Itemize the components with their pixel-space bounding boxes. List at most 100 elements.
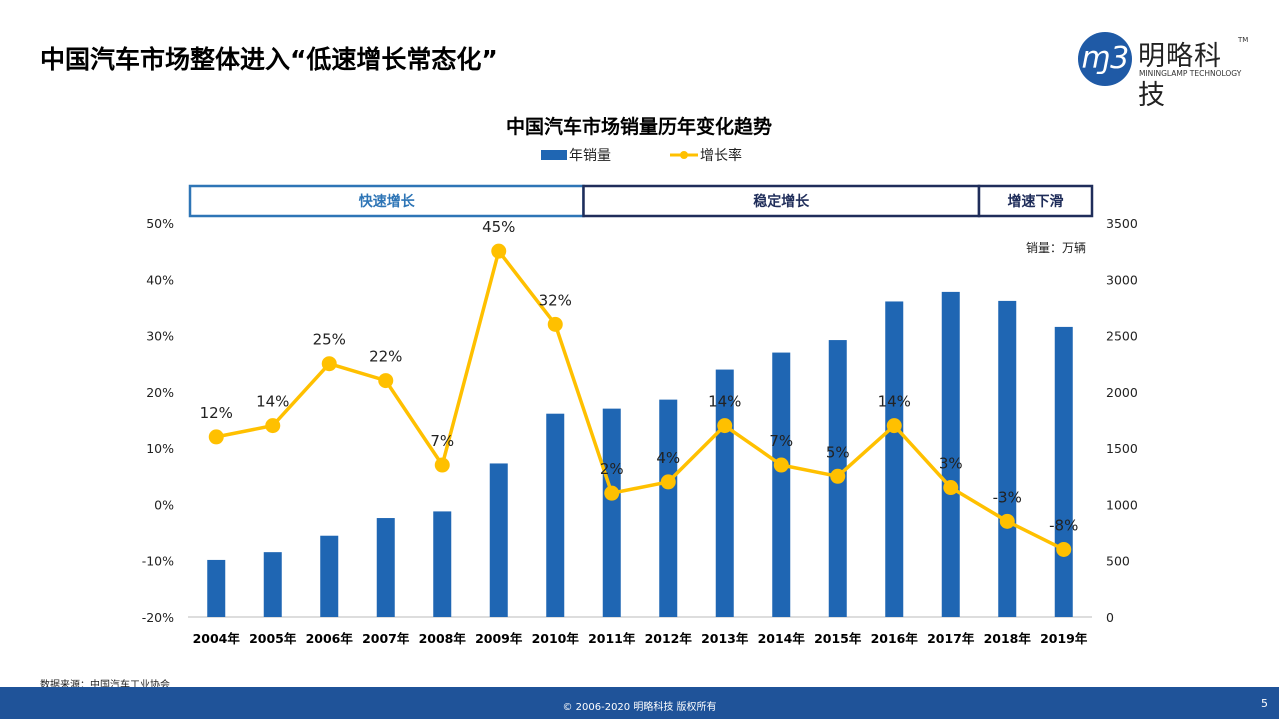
phase-label: 快速增长 — [359, 193, 416, 210]
growth-rate-label: 45% — [482, 218, 515, 236]
logo-text: 明略科技 — [1138, 41, 1222, 111]
bar-2012年 — [659, 399, 678, 617]
phase-label: 增速下滑 — [1008, 193, 1064, 210]
logo: ɱ3 明略科技 TM MININGLAMP TECHNOLOGY — [1078, 30, 1249, 111]
growth-rate-label: 22% — [369, 348, 402, 366]
growth-rate-label: -8% — [1049, 516, 1078, 534]
growth-rate-label: 2% — [600, 460, 624, 478]
growth-rate-point — [830, 468, 846, 484]
bar-2009年 — [489, 463, 508, 617]
right-axis-tick: 3500 — [1106, 216, 1138, 231]
growth-rate-point — [886, 418, 902, 434]
legend-line-label: 增长率 — [700, 147, 742, 164]
growth-rate-point — [943, 480, 959, 496]
bar-2017年 — [941, 291, 960, 617]
growth-rate-point — [773, 457, 789, 473]
growth-rate-point — [1056, 541, 1072, 557]
growth-rate-point — [660, 474, 676, 490]
x-axis-tick: 2019年 — [1040, 631, 1088, 646]
growth-rate-point — [434, 457, 450, 473]
x-axis-tick: 2005年 — [249, 631, 297, 646]
left-axis-tick: 20% — [146, 385, 174, 400]
x-axis-tick: 2015年 — [814, 631, 862, 646]
growth-rate-point — [717, 418, 733, 434]
right-axis-tick: 0 — [1106, 610, 1114, 625]
x-axis-tick: 2004年 — [193, 631, 241, 646]
growth-rate-point — [265, 418, 281, 434]
x-axis-tick: 2008年 — [419, 631, 467, 646]
growth-rate-point — [604, 485, 620, 501]
right-axis-tick: 1500 — [1106, 441, 1138, 456]
logo-mark: ɱ3 — [1078, 32, 1132, 86]
growth-rate-label: 14% — [878, 393, 911, 411]
bar-2005年 — [263, 552, 282, 617]
legend-bar-label: 年销量 — [569, 148, 611, 164]
right-axis-tick: 3000 — [1106, 272, 1138, 287]
bar-2018年 — [998, 300, 1017, 617]
bar-2008年 — [433, 511, 452, 617]
x-axis-tick: 2017年 — [927, 631, 975, 646]
data-source: 数据来源：中国汽车工业协会 — [40, 680, 170, 691]
logo-subtext: MININGLAMP TECHNOLOGY — [1139, 69, 1242, 78]
page-title: 中国汽车市场整体进入“低速增长常态化” — [40, 45, 498, 74]
bar-2004年 — [207, 559, 226, 617]
x-axis-tick: 2009年 — [475, 631, 523, 646]
left-axis-tick: 0% — [154, 497, 174, 512]
right-axis-tick: 500 — [1106, 554, 1130, 569]
growth-rate-label: 12% — [200, 404, 233, 422]
chart-title: 中国汽车市场销量历年变化趋势 — [506, 115, 772, 138]
left-axis-tick: -10% — [142, 554, 174, 569]
growth-rate-label: 25% — [313, 331, 346, 349]
growth-rate-label: 14% — [708, 393, 741, 411]
right-axis-tick: 2000 — [1106, 385, 1138, 400]
bar-2010年 — [546, 413, 565, 617]
x-axis-tick: 2018年 — [984, 631, 1032, 646]
growth-rate-point — [547, 316, 563, 332]
x-axis-tick: 2010年 — [532, 631, 580, 646]
unit-label: 销量：万辆 — [1026, 241, 1086, 255]
logo-tm: TM — [1238, 36, 1249, 44]
x-axis-tick: 2011年 — [588, 631, 636, 646]
legend-bar-swatch — [541, 150, 567, 160]
left-axis-tick: 10% — [146, 441, 174, 456]
x-axis-tick: 2012年 — [645, 631, 693, 646]
growth-rate-point — [378, 373, 394, 389]
left-axis-tick: 50% — [146, 216, 174, 231]
legend-line-marker — [680, 151, 688, 159]
growth-rate-point — [999, 513, 1015, 529]
left-axis-tick: 40% — [146, 272, 174, 287]
x-axis-tick: 2006年 — [306, 631, 354, 646]
growth-rate-point — [491, 243, 507, 259]
bar-2014年 — [772, 352, 791, 617]
copyright: © 2006-2020 明略科技 版权所有 — [562, 702, 717, 713]
growth-rate-label: 3% — [939, 455, 963, 473]
growth-rate-label: -3% — [993, 488, 1022, 506]
growth-rate-label: 7% — [769, 432, 793, 450]
right-axis-tick: 1000 — [1106, 497, 1138, 512]
x-axis-tick: 2013年 — [701, 631, 749, 646]
growth-rate-label: 32% — [539, 291, 572, 309]
left-axis-tick: 30% — [146, 329, 174, 344]
bar-2011年 — [602, 408, 621, 617]
growth-rate-point — [321, 356, 337, 372]
growth-rate-label: 7% — [430, 432, 454, 450]
bar-2019年 — [1054, 326, 1073, 617]
bar-2007年 — [376, 518, 395, 617]
growth-rate-point — [208, 429, 224, 445]
x-axis-tick: 2007年 — [362, 631, 410, 646]
bar-2016年 — [885, 301, 904, 617]
bar-2006年 — [320, 535, 339, 617]
growth-rate-label: 5% — [826, 443, 850, 461]
x-axis-tick: 2014年 — [758, 631, 806, 646]
left-axis-tick: -20% — [142, 610, 174, 625]
growth-rate-label: 4% — [656, 449, 680, 467]
phase-label: 稳定增长 — [753, 193, 810, 210]
growth-rate-line — [215, 249, 1065, 552]
phase-box — [977, 184, 1094, 218]
growth-rate-label: 14% — [256, 393, 289, 411]
right-axis-tick: 2500 — [1106, 329, 1138, 344]
x-axis-tick: 2016年 — [871, 631, 919, 646]
page-number: 5 — [1261, 697, 1268, 710]
footer: © 2006-2020 明略科技 版权所有 5 — [0, 687, 1279, 719]
